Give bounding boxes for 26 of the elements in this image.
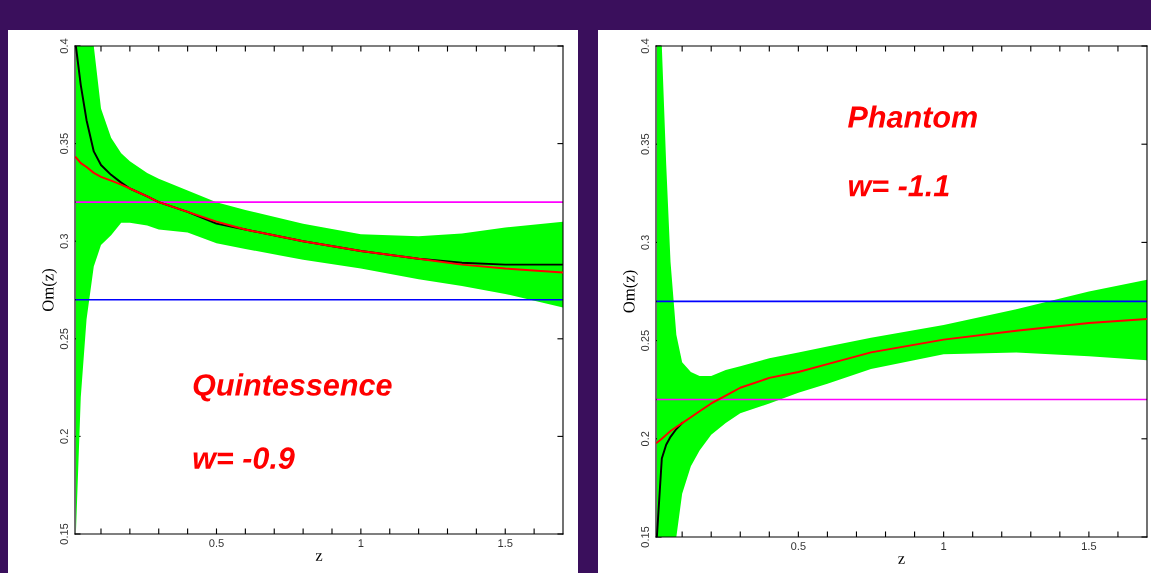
x-axis-title: z (315, 553, 323, 561)
x-tick-label: 1 (941, 542, 947, 550)
x-tick-label: 0.5 (209, 539, 224, 548)
annotation: Phantom (848, 105, 977, 128)
y-tick-label: 0.4 (60, 38, 68, 54)
x-tick-label: 1 (358, 539, 364, 547)
y-tick-label: 0.25 (60, 328, 68, 350)
x-tick-label: 1.5 (1082, 542, 1097, 551)
y-axis-title: Om(z) (622, 270, 638, 313)
y-tick-label: 0.2 (641, 431, 649, 447)
y-tick-label: 0.35 (641, 133, 649, 155)
annotation: w= -1.1 (848, 175, 949, 197)
y-tick-label: 0.4 (641, 38, 649, 54)
y-tick-label: 0.3 (641, 235, 649, 250)
y-axis-title: Om(z) (41, 268, 57, 312)
y-tick-label: 0.35 (60, 133, 68, 154)
x-axis-title: z (898, 556, 905, 564)
x-tick-label: 0.5 (791, 542, 806, 551)
y-tick-label: 0.15 (641, 526, 649, 548)
y-tick-label: 0.15 (60, 523, 68, 545)
annotation: w= -0.9 (193, 447, 295, 469)
y-tick-label: 0.2 (60, 429, 68, 444)
y-tick-label: 0.25 (641, 330, 649, 351)
x-tick-label: 1.5 (498, 539, 513, 548)
y-tick-label: 0.3 (60, 233, 68, 249)
annotation: Quintessence (193, 373, 392, 402)
